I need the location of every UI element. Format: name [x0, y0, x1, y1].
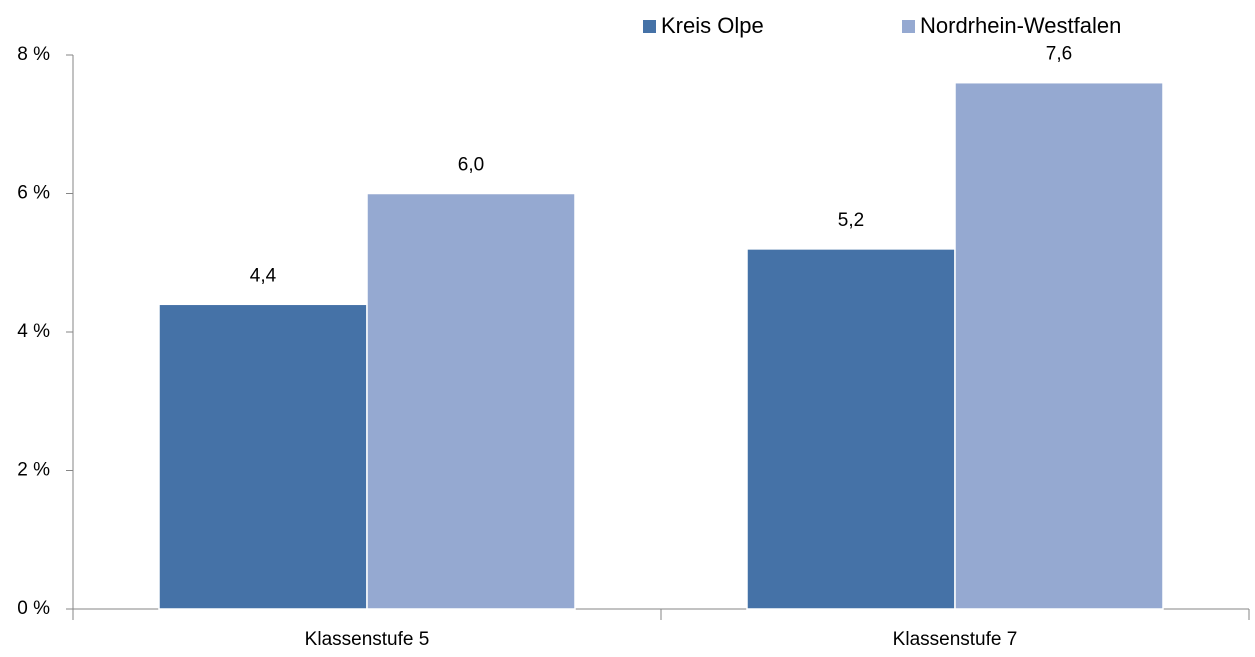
legend-swatch [643, 20, 656, 33]
data-label: 5,2 [838, 210, 864, 231]
x-tick-label: Klassenstufe 7 [893, 629, 1018, 650]
x-tick-label: Klassenstufe 5 [305, 629, 430, 650]
bar [366, 192, 576, 610]
y-tick-label: 8 % [17, 44, 50, 65]
y-tick-label: 6 % [17, 183, 50, 204]
bar [954, 81, 1164, 610]
y-tick-label: 4 % [17, 321, 50, 342]
y-tick-label: 2 % [17, 460, 50, 481]
legend-label: Nordrhein-Westfalen [920, 13, 1121, 38]
bar [746, 248, 956, 610]
y-tick-label: 0 % [17, 598, 50, 619]
data-label: 6,0 [458, 155, 484, 176]
legend-label: Kreis Olpe [661, 13, 764, 38]
bar [158, 303, 368, 610]
data-label: 4,4 [250, 265, 277, 286]
legend-swatch [902, 20, 915, 33]
data-label: 7,6 [1046, 44, 1072, 65]
